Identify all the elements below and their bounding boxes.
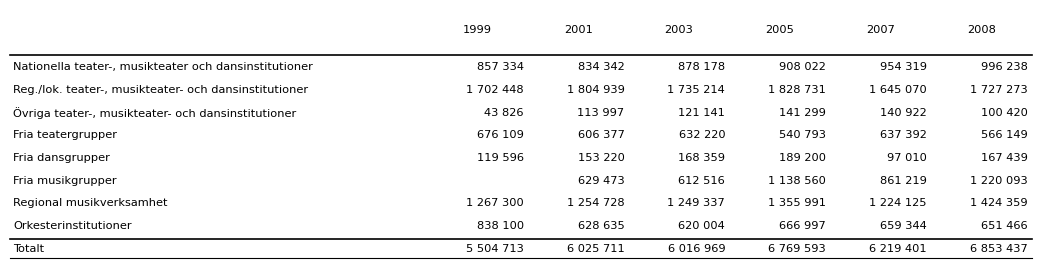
Text: 666 997: 666 997 (779, 221, 826, 231)
Text: Totalt: Totalt (14, 244, 45, 254)
Text: Nationella teater-, musikteater och dansinstitutioner: Nationella teater-, musikteater och dans… (14, 63, 314, 72)
Text: Övriga teater-, musikteater- och dansinstitutioner: Övriga teater-, musikteater- och dansins… (14, 107, 297, 119)
Text: 628 635: 628 635 (577, 221, 624, 231)
Text: 1 735 214: 1 735 214 (668, 85, 725, 95)
Text: Fria teatergrupper: Fria teatergrupper (14, 130, 118, 140)
Text: 651 466: 651 466 (981, 221, 1027, 231)
Text: 2007: 2007 (866, 25, 895, 35)
Text: Orkesterinstitutioner: Orkesterinstitutioner (14, 221, 132, 231)
Text: 1 645 070: 1 645 070 (869, 85, 926, 95)
Text: 606 377: 606 377 (577, 130, 624, 140)
Text: 1 355 991: 1 355 991 (768, 198, 826, 208)
Text: 857 334: 857 334 (477, 63, 524, 72)
Text: 2001: 2001 (564, 25, 593, 35)
Text: 153 220: 153 220 (577, 153, 624, 163)
Text: 659 344: 659 344 (880, 221, 926, 231)
Text: 1 828 731: 1 828 731 (768, 85, 826, 95)
Text: 6 219 401: 6 219 401 (869, 244, 926, 254)
Text: 6 853 437: 6 853 437 (970, 244, 1027, 254)
Text: 1 702 448: 1 702 448 (466, 85, 524, 95)
Text: 1 224 125: 1 224 125 (869, 198, 926, 208)
Text: 121 141: 121 141 (678, 108, 725, 118)
Text: 637 392: 637 392 (879, 130, 926, 140)
Text: 6 025 711: 6 025 711 (567, 244, 624, 254)
Text: Fria musikgrupper: Fria musikgrupper (14, 176, 117, 186)
Text: 1 267 300: 1 267 300 (466, 198, 524, 208)
Text: 141 299: 141 299 (779, 108, 826, 118)
Text: 6 016 969: 6 016 969 (668, 244, 725, 254)
Text: 620 004: 620 004 (678, 221, 725, 231)
Text: 1 424 359: 1 424 359 (970, 198, 1027, 208)
Text: 119 596: 119 596 (477, 153, 524, 163)
Text: 838 100: 838 100 (476, 221, 524, 231)
Text: 97 010: 97 010 (887, 153, 926, 163)
Text: 113 997: 113 997 (577, 108, 624, 118)
Text: 1 249 337: 1 249 337 (668, 198, 725, 208)
Text: 2005: 2005 (765, 25, 794, 35)
Text: 1 254 728: 1 254 728 (567, 198, 624, 208)
Text: 1 138 560: 1 138 560 (768, 176, 826, 186)
Text: 6 769 593: 6 769 593 (768, 244, 826, 254)
Text: 676 109: 676 109 (477, 130, 524, 140)
Text: 2003: 2003 (665, 25, 693, 35)
Text: 612 516: 612 516 (678, 176, 725, 186)
Text: 834 342: 834 342 (577, 63, 624, 72)
Text: 566 149: 566 149 (981, 130, 1027, 140)
Text: 168 359: 168 359 (678, 153, 725, 163)
Text: 2008: 2008 (967, 25, 996, 35)
Text: 996 238: 996 238 (981, 63, 1027, 72)
Text: 140 922: 140 922 (880, 108, 926, 118)
Text: 1999: 1999 (463, 25, 492, 35)
Text: 908 022: 908 022 (779, 63, 826, 72)
Text: 43 826: 43 826 (485, 108, 524, 118)
Text: 954 319: 954 319 (879, 63, 926, 72)
Text: Regional musikverksamhet: Regional musikverksamhet (14, 198, 168, 208)
Text: 1 727 273: 1 727 273 (970, 85, 1027, 95)
Text: 861 219: 861 219 (879, 176, 926, 186)
Text: 878 178: 878 178 (678, 63, 725, 72)
Text: 632 220: 632 220 (678, 130, 725, 140)
Text: 540 793: 540 793 (779, 130, 826, 140)
Text: 167 439: 167 439 (981, 153, 1027, 163)
Text: 1 804 939: 1 804 939 (567, 85, 624, 95)
Text: 100 420: 100 420 (981, 108, 1027, 118)
Text: 5 504 713: 5 504 713 (466, 244, 524, 254)
Text: 189 200: 189 200 (779, 153, 826, 163)
Text: Reg./lok. teater-, musikteater- och dansinstitutioner: Reg./lok. teater-, musikteater- och dans… (14, 85, 308, 95)
Text: Fria dansgrupper: Fria dansgrupper (14, 153, 110, 163)
Text: 1 220 093: 1 220 093 (970, 176, 1027, 186)
Text: 629 473: 629 473 (577, 176, 624, 186)
